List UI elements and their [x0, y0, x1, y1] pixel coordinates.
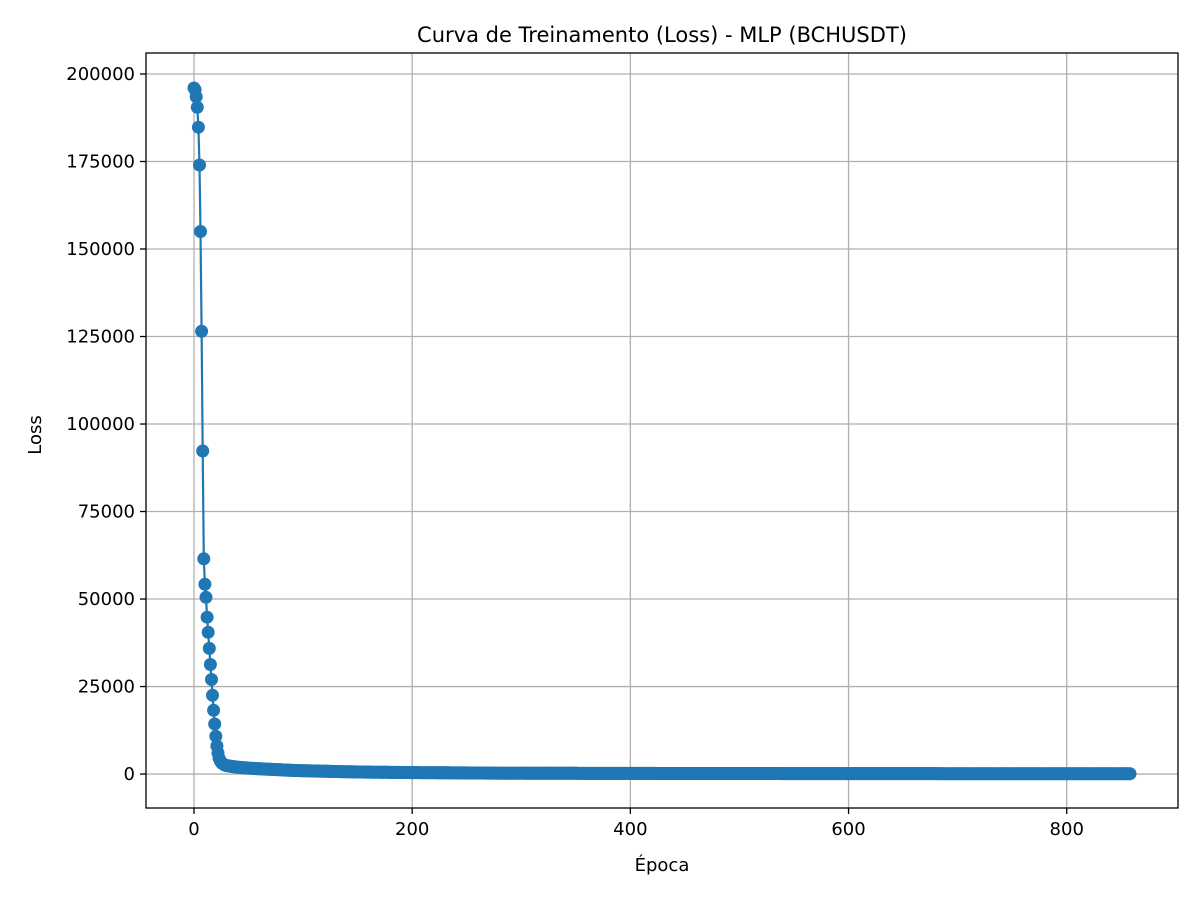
x-tick-label: 600 — [831, 819, 865, 840]
x-tick-label: 400 — [613, 819, 647, 840]
y-tick-label: 0 — [124, 764, 135, 785]
data-point — [206, 688, 219, 702]
y-tick-label: 200000 — [66, 64, 135, 85]
data-point — [209, 729, 223, 743]
x-axis-label: Época — [635, 854, 690, 876]
x-tick-label: 0 — [188, 819, 199, 840]
x-tick-label: 200 — [395, 819, 429, 840]
data-point — [198, 577, 212, 591]
y-tick-label: 50000 — [78, 589, 135, 610]
data-point — [200, 610, 214, 624]
data-point — [199, 590, 213, 604]
data-point — [207, 703, 221, 717]
data-point — [203, 658, 217, 671]
data-point — [197, 552, 211, 566]
axes-layer: 0 200 400 600 800 0 25000 50000 75000 100000 12500… — [66, 52, 1179, 840]
plot-frame — [145, 52, 1179, 809]
chart-title: Curva de Treinamento (Loss) - MLP (BCHUS… — [417, 23, 907, 47]
data-point — [208, 717, 222, 731]
y-tick-label: 175000 — [66, 152, 135, 173]
data-point — [193, 158, 206, 172]
x-tick-label: 800 — [1050, 819, 1084, 840]
data-point — [190, 100, 204, 114]
data-point — [191, 120, 205, 134]
data-point — [1123, 767, 1137, 781]
data-point — [201, 625, 215, 639]
y-tick-label: 75000 — [78, 502, 135, 523]
y-tick-label: 150000 — [66, 239, 135, 260]
data-point — [189, 90, 203, 104]
y-tick-label: 100000 — [66, 414, 135, 435]
y-tick-label: 25000 — [78, 677, 135, 698]
data-point — [202, 641, 216, 655]
data-point — [195, 324, 209, 338]
y-tick-label: 125000 — [66, 327, 135, 348]
series-layer — [187, 81, 1137, 781]
y-axis-label: Loss — [25, 415, 46, 454]
data-point — [194, 225, 207, 238]
data-point — [196, 444, 210, 458]
data-point — [205, 673, 218, 686]
